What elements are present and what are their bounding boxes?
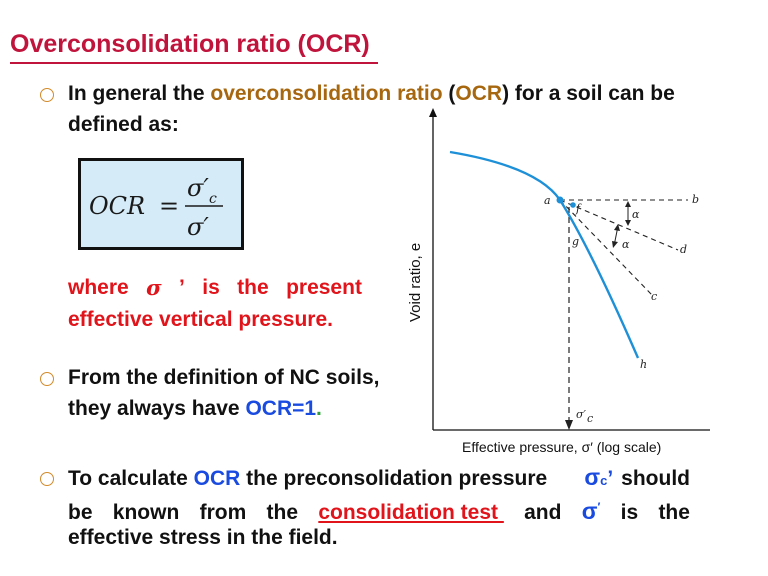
formula-equals: =	[159, 192, 179, 220]
arrowhead-icon	[625, 220, 631, 226]
bullet3-word-and: and	[524, 501, 562, 524]
bullet3-line2: be known from the consolidation test and…	[68, 492, 690, 528]
label-angle-upper: α	[632, 208, 640, 221]
ocr-formula: OCR = σ′ c σ′	[89, 174, 223, 241]
bullet1-abbr: OCR	[455, 82, 503, 105]
bullet1-paren-close: )	[502, 82, 510, 105]
bullet-circle-icon	[40, 372, 54, 386]
bullet3-sigma-field: σ	[581, 498, 598, 524]
bullet1-text-post: for a soil can be	[509, 82, 675, 105]
formula-denominator: σ′	[187, 213, 209, 241]
bullet1-line2: defined as:	[68, 113, 179, 136]
bullet1-line1: In general the overconsolidation ratio (…	[68, 78, 675, 109]
bullet1-paren-open: (	[442, 82, 456, 105]
bullet3-line1: To calculate OCR the preconsolidation pr…	[68, 462, 690, 496]
consolidation-test-link[interactable]: consolidation test	[318, 501, 504, 524]
bullet3-sigma-subscript: c	[600, 473, 608, 488]
slide-title: Overconsolidation ratio (OCR)	[10, 30, 370, 58]
definition-word-where: where	[68, 276, 129, 299]
arrowhead-icon	[612, 241, 618, 248]
bullet2-period: .	[316, 397, 322, 420]
bullet-circle-icon	[40, 88, 54, 102]
label-point-d: d	[680, 243, 687, 256]
bullet3-word-the-2: the	[658, 501, 690, 524]
consolidation-curve-figure: Void ratio, e Effective pressure, σ′ (lo…	[407, 108, 710, 455]
definition-line2: effective vertical pressure.	[68, 308, 333, 331]
line-fd	[559, 199, 679, 251]
label-point-g: g	[572, 235, 579, 248]
sigma-c-arrow-icon	[565, 420, 573, 430]
definition-prime: ’	[179, 276, 185, 299]
bullet3-text-pre: To calculate	[68, 467, 194, 490]
bullet3-text-mid: the preconsolidation pressure	[240, 467, 548, 490]
arrowhead-icon	[614, 224, 620, 231]
bullet2-line1: From the definition of NC soils,	[68, 366, 380, 389]
bullet2-ocr-value: OCR=1	[245, 397, 317, 420]
label-sigma-c: σ′	[576, 408, 587, 421]
bullet3-sigma-prime: ’	[607, 467, 614, 490]
formula-box: OCR = σ′ c σ′	[78, 158, 244, 250]
y-axis-arrow-icon	[429, 108, 437, 117]
line-fc	[559, 199, 653, 296]
x-axis-label: Effective pressure, σ′ (log scale)	[462, 439, 661, 455]
label-point-b: b	[692, 193, 699, 206]
label-point-a: a	[544, 194, 551, 207]
bullet3-word-should: should	[621, 467, 690, 490]
bullet2-line2: they always have OCR=1.	[68, 393, 322, 424]
bullet1-text-pre: In general the	[68, 82, 211, 105]
formula-numerator: σ′	[187, 174, 209, 202]
bullet3-word-be: be	[68, 501, 93, 524]
definition-sigma: σ	[146, 275, 162, 300]
point-f-marker	[570, 202, 576, 208]
formula-numerator-subscript: c	[209, 191, 217, 207]
label-point-h: h	[640, 358, 647, 371]
label-sigma-c-subscript: c	[587, 412, 593, 425]
y-axis-label: Void ratio, e	[407, 243, 424, 322]
label-point-c: c	[651, 290, 657, 303]
definition-word-is: is	[202, 276, 220, 299]
label-point-f: f	[575, 202, 582, 215]
title-underline	[10, 62, 378, 64]
bullet3-word-is: is	[620, 501, 639, 524]
arrowhead-icon	[625, 201, 631, 207]
bullet3-sigma: σ	[584, 464, 601, 490]
label-angle-lower: α	[622, 238, 630, 251]
bullet3-word-from: from	[199, 501, 247, 524]
bullet3-line3: effective stress in the field.	[68, 526, 338, 549]
bullet2-text-pre: they always have	[68, 397, 246, 420]
e-logp-curve	[449, 150, 640, 359]
bullet3-sigma-field-prime: ′	[597, 500, 601, 514]
bullet1-term: overconsolidation ratio	[210, 82, 443, 105]
definition-word-the: the	[237, 276, 269, 299]
formula-lhs: OCR	[89, 192, 145, 220]
definition-line1: where σ ’ is the present	[68, 272, 362, 303]
bullet3-abbr: OCR	[193, 467, 241, 490]
point-a-marker	[556, 196, 564, 204]
bullet3-word-known: known	[112, 501, 180, 524]
bullet3-word-the: the	[266, 501, 299, 524]
bullet-circle-icon	[40, 472, 54, 486]
definition-word-present: present	[286, 276, 362, 299]
